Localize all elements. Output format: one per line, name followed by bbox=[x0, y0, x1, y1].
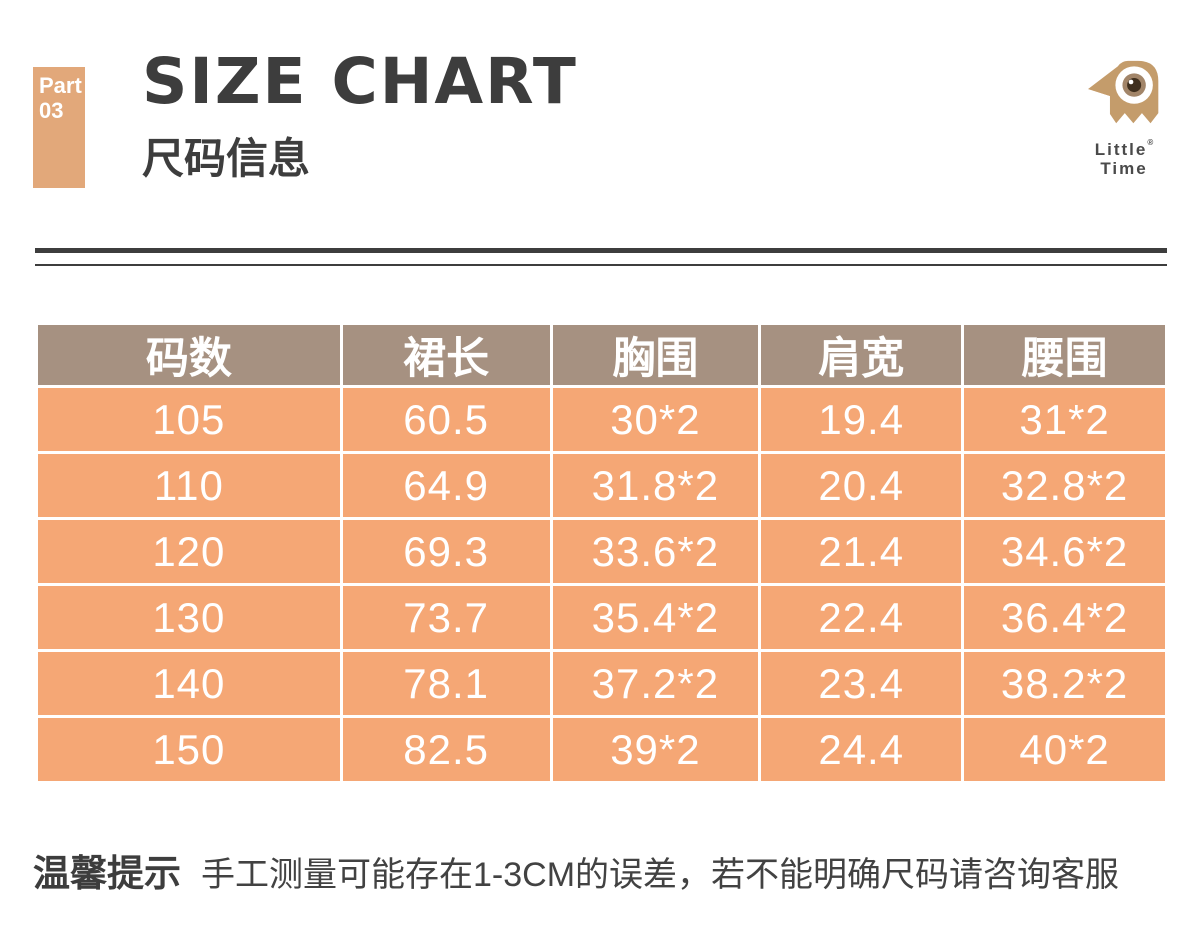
table-cell: 78.1 bbox=[342, 652, 550, 715]
table-cell: 31.8*2 bbox=[552, 454, 759, 517]
table-cell: 82.5 bbox=[342, 718, 550, 781]
table-cell: 20.4 bbox=[761, 454, 962, 517]
title-block: SIZE CHART 尺码信息 bbox=[142, 50, 578, 186]
table-cell: 23.4 bbox=[761, 652, 962, 715]
table-cell: 31*2 bbox=[964, 388, 1165, 451]
warm-tip-text: 手工测量可能存在1-3CM的误差，若不能明确尺码请咨询客服 bbox=[201, 856, 1120, 894]
table-cell: 130 bbox=[38, 586, 340, 649]
table-cell: 33.6*2 bbox=[552, 520, 759, 583]
table-cell: 30*2 bbox=[552, 388, 759, 451]
table-cell: 40*2 bbox=[964, 718, 1165, 781]
table-cell: 39*2 bbox=[552, 718, 759, 781]
table-cell: 22.4 bbox=[761, 586, 962, 649]
divider-thin bbox=[35, 264, 1167, 266]
brand-name-line1: Little bbox=[1094, 140, 1148, 159]
table-cell: 38.2*2 bbox=[964, 652, 1165, 715]
table-cell: 35.4*2 bbox=[552, 586, 759, 649]
brand-logo: Little® Time bbox=[1072, 56, 1176, 178]
warm-tip-label: 温馨提示 bbox=[33, 853, 181, 894]
table-cell: 19.4 bbox=[761, 388, 962, 451]
part-badge: Part 03 bbox=[33, 67, 85, 188]
divider-thick bbox=[35, 248, 1167, 253]
table-cell: 24.4 bbox=[761, 718, 962, 781]
column-header-size: 码数 bbox=[38, 325, 340, 385]
column-header-shoulder: 肩宽 bbox=[761, 325, 962, 385]
table-cell: 150 bbox=[38, 718, 340, 781]
bird-logo-icon bbox=[1088, 60, 1159, 124]
table-cell: 37.2*2 bbox=[552, 652, 759, 715]
table-cell: 105 bbox=[38, 388, 340, 451]
column-header-waist: 腰围 bbox=[964, 325, 1165, 385]
table-cell: 69.3 bbox=[342, 520, 550, 583]
table-cell: 73.7 bbox=[342, 586, 550, 649]
page-title: SIZE CHART bbox=[142, 45, 578, 118]
part-badge-number: 03 bbox=[39, 98, 64, 124]
table-cell: 60.5 bbox=[342, 388, 550, 451]
table-cell: 32.8*2 bbox=[964, 454, 1165, 517]
page-subtitle: 尺码信息 bbox=[142, 135, 311, 182]
brand-name-line2: Time bbox=[1100, 159, 1148, 179]
column-header-length: 裙长 bbox=[342, 325, 550, 385]
table-cell: 36.4*2 bbox=[964, 586, 1165, 649]
brand-name: Little® Time bbox=[1072, 138, 1176, 179]
table-cell: 34.6*2 bbox=[964, 520, 1165, 583]
column-header-chest: 胸围 bbox=[552, 325, 759, 385]
size-table: 码数 裙长 胸围 肩宽 腰围 105 60.5 30*2 19.4 31*2 1… bbox=[38, 325, 1165, 781]
table-cell: 120 bbox=[38, 520, 340, 583]
table-cell: 21.4 bbox=[761, 520, 962, 583]
warm-tip: 温馨提示 手工测量可能存在1-3CM的误差，若不能明确尺码请咨询客服 bbox=[33, 843, 1119, 897]
table-cell: 110 bbox=[38, 454, 340, 517]
part-badge-label: Part bbox=[39, 73, 82, 98]
table-cell: 64.9 bbox=[342, 454, 550, 517]
table-cell: 140 bbox=[38, 652, 340, 715]
registered-mark: ® bbox=[1147, 138, 1154, 147]
